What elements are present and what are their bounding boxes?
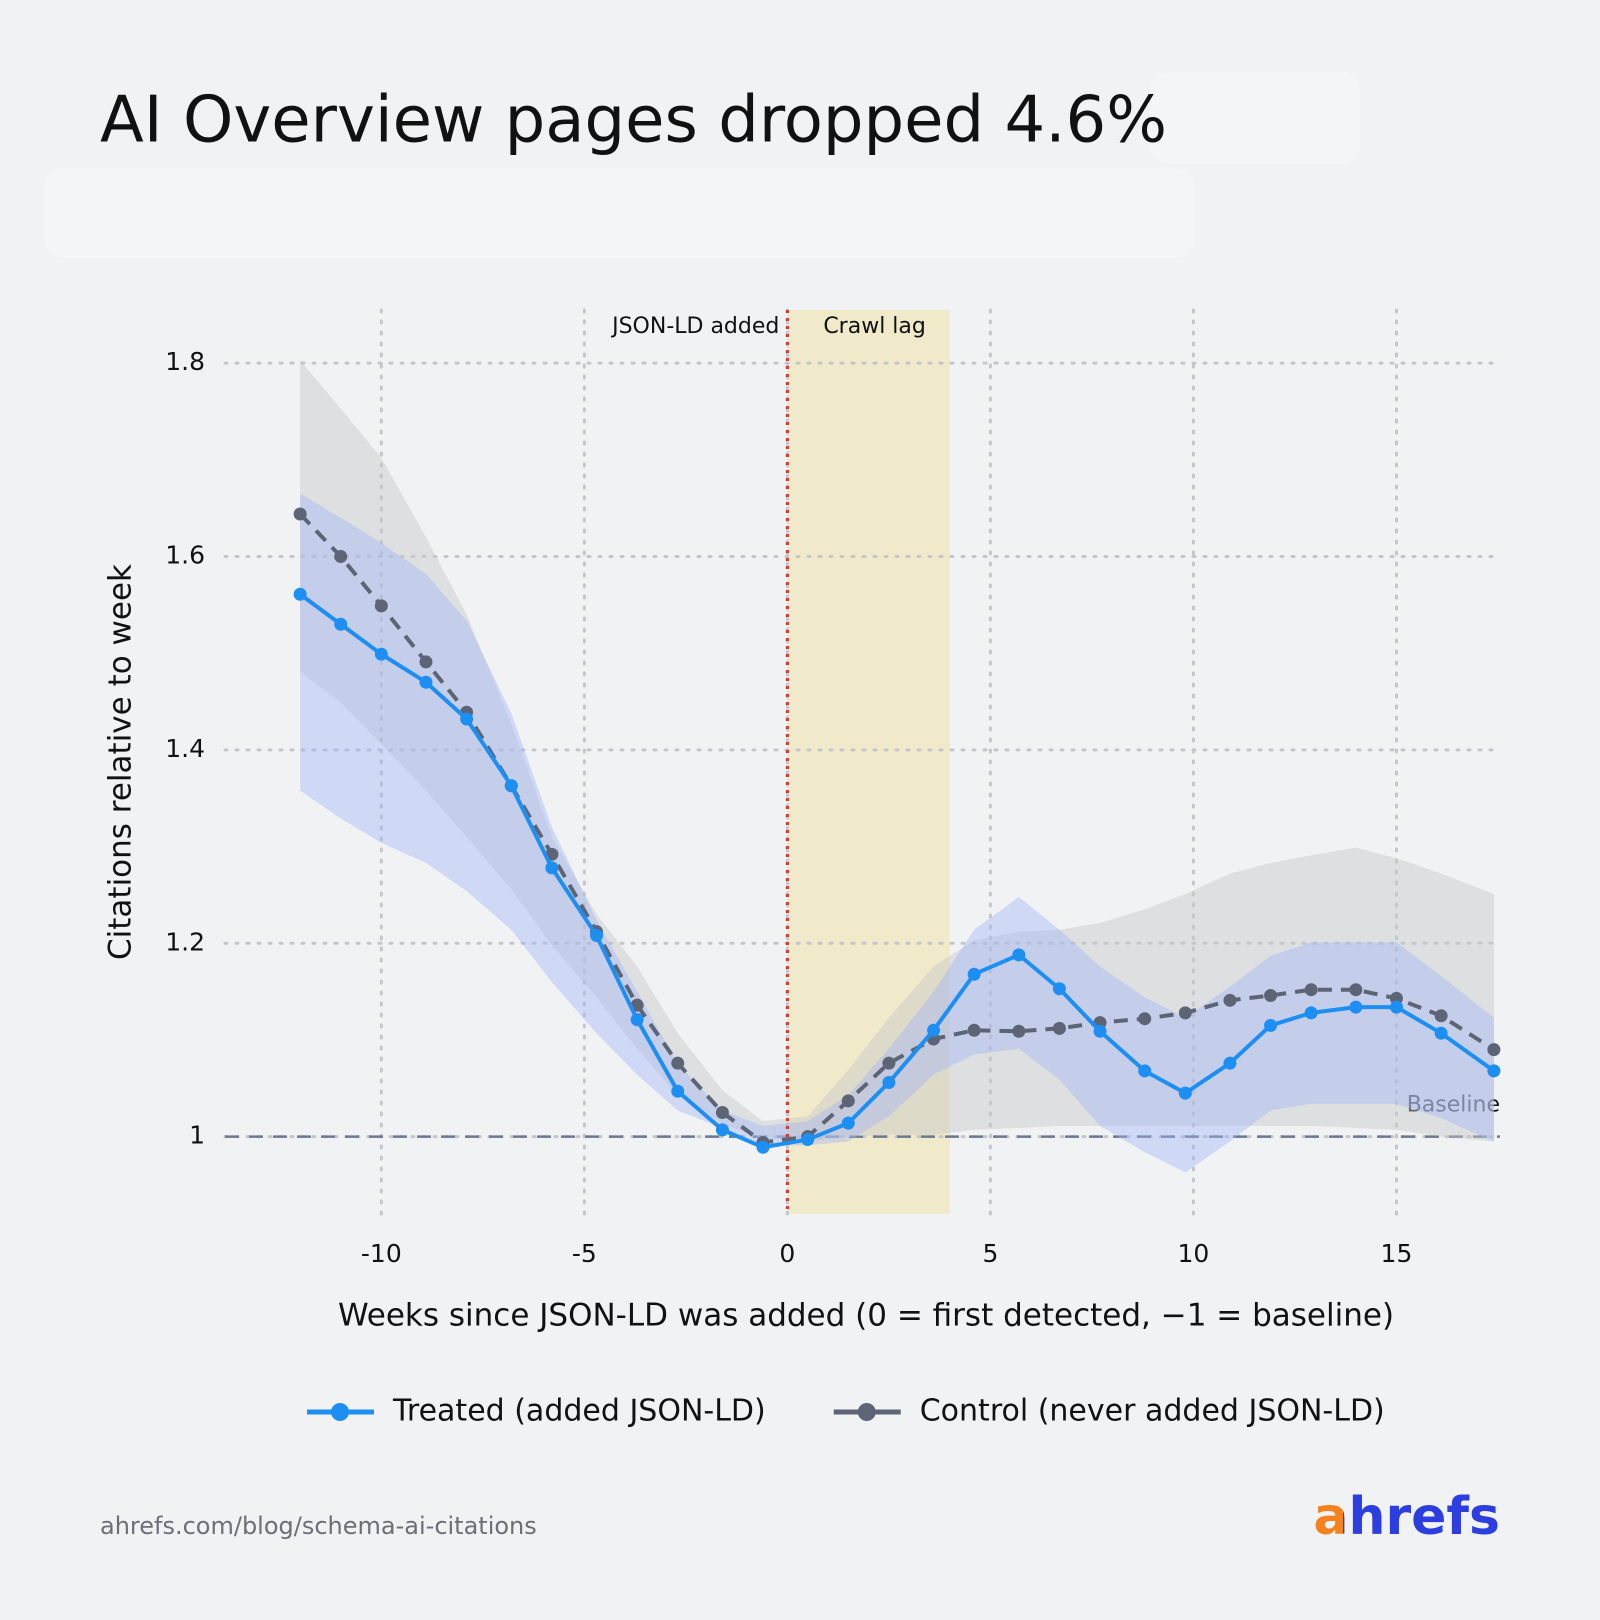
series-marker [671,1084,685,1098]
series-marker [1223,1056,1237,1070]
y-axis-label: Citations relative to week [103,564,139,960]
series-marker [967,967,981,981]
series-marker [504,779,518,793]
x-axis-label: Weeks since JSON-LD was added (0 = first… [338,1298,1394,1334]
series-marker [1487,1043,1501,1057]
series-marker [671,1056,685,1070]
series-marker [1304,1006,1318,1020]
series-marker [882,1076,896,1090]
series-marker [967,1023,981,1037]
series-marker [715,1123,729,1137]
baseline-label: Baseline [1407,1093,1500,1118]
series-marker [293,507,307,521]
y-tick-label: 1.8 [165,347,205,376]
y-tick-label: 1.2 [165,927,205,956]
backdrop [1150,72,1360,164]
plot-area: -10 -5 0 5 10 15 1 1.2 1.4 1.6 1.8 Baseline JSON-LD … [165,308,1502,1268]
y-tick-label: 1.6 [165,541,205,570]
x-tick-label: 15 [1381,1239,1413,1268]
series-marker [293,587,307,601]
span-label: Crawl lag [823,314,926,339]
confidence-band [300,360,1494,1142]
series-marker [1389,1000,1403,1014]
series-marker [460,712,474,726]
series-marker [1138,1012,1152,1026]
series-line [298,512,1495,1145]
legend-swatch-marker [331,1403,349,1421]
series-marker [1052,982,1066,996]
series-marker [1223,993,1237,1007]
series-marker [1012,1024,1026,1038]
series-marker [801,1133,815,1147]
series-marker [715,1105,729,1119]
series-marker [1264,1018,1278,1032]
series-marker [419,655,433,669]
series-marker [545,861,559,875]
legend-swatch-marker [857,1403,876,1421]
brand-logo: ahrefs [1313,1487,1500,1547]
backdrop [44,168,1194,258]
series-marker [1052,1021,1066,1035]
series-marker [1349,983,1363,997]
series-marker [1349,1000,1363,1014]
series-marker [841,1094,855,1108]
series-marker [590,929,604,943]
legend-label: Treated (added JSON-LD) [392,1394,766,1429]
series-marker [1434,1026,1448,1040]
crawl-lag-span [787,310,950,1214]
series-marker [1012,948,1026,962]
series-marker [630,1013,644,1027]
series-marker [419,675,433,689]
series-marker [1093,1024,1107,1038]
source: ahrefs.com/blog/schema-ai-citations [100,1512,537,1540]
series-marker [374,599,388,613]
series-marker [334,617,348,631]
series-marker [1487,1064,1501,1078]
series-marker [1264,988,1278,1002]
series-marker [374,647,388,661]
series-marker [1434,1009,1448,1023]
x-tick-label: -5 [572,1239,597,1268]
legend-label: Control (never added JSON-LD) [920,1394,1385,1429]
series-marker [1138,1064,1152,1078]
series-marker [927,1023,941,1037]
series-marker [334,550,348,564]
chart-title: AI Overview pages dropped 4.6% [100,84,1167,158]
series-marker [1304,983,1318,997]
y-tick-label: 1 [189,1121,205,1150]
x-tick-label: 10 [1178,1239,1210,1268]
series-marker [756,1140,770,1154]
series-marker [1178,1006,1192,1020]
event-label: JSON-LD added [610,314,779,339]
series-marker [882,1056,896,1070]
series-marker [841,1116,855,1130]
x-tick-label: 5 [982,1239,998,1268]
x-tick-label: 0 [779,1239,795,1268]
series-marker [1178,1086,1192,1100]
confidence-band [300,493,1494,1173]
x-tick-label: -10 [361,1239,402,1268]
y-tick-label: 1.4 [165,734,205,763]
